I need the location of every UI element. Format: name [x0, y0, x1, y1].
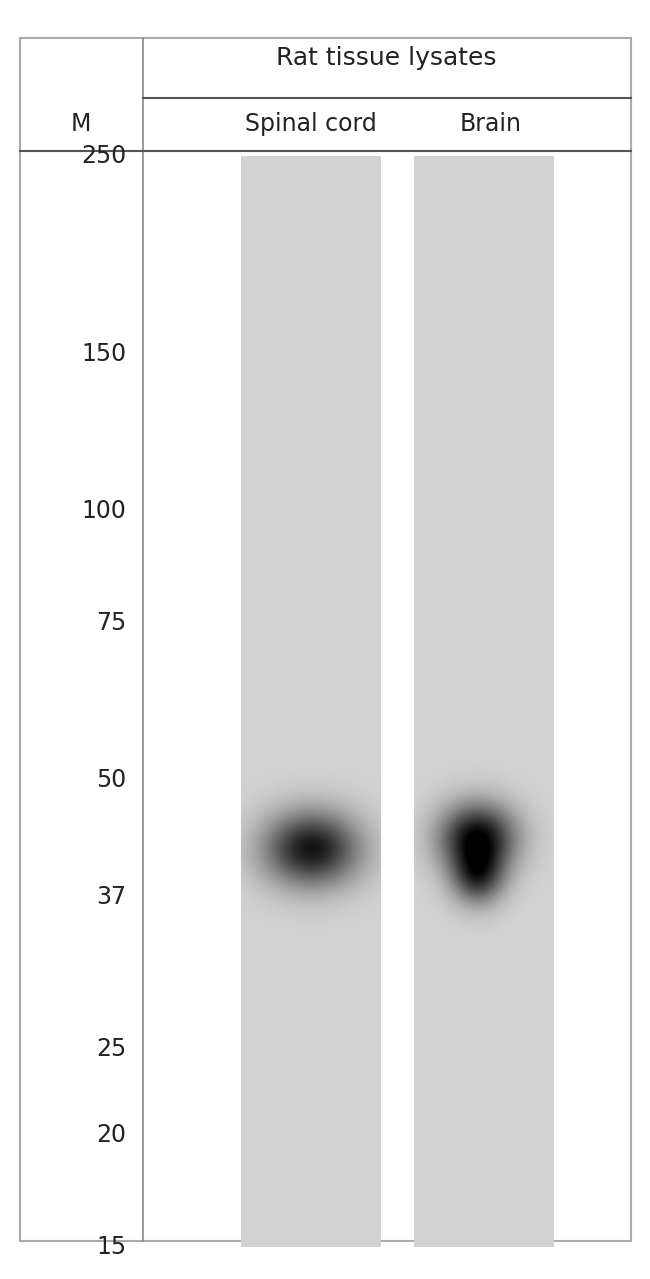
- Text: M: M: [71, 113, 92, 136]
- Text: 100: 100: [82, 499, 127, 523]
- Text: 20: 20: [97, 1123, 127, 1147]
- Text: 50: 50: [96, 769, 127, 792]
- Text: Rat tissue lysates: Rat tissue lysates: [276, 46, 497, 69]
- Bar: [240, 156, 381, 1247]
- Text: 150: 150: [82, 341, 127, 366]
- Text: Spinal cord: Spinal cord: [245, 113, 376, 136]
- Text: Brain: Brain: [460, 113, 522, 136]
- Text: 37: 37: [97, 885, 127, 909]
- Text: 75: 75: [96, 611, 127, 634]
- Text: 25: 25: [96, 1037, 127, 1062]
- Text: 250: 250: [81, 145, 127, 168]
- Bar: [415, 156, 554, 1247]
- Text: 15: 15: [97, 1236, 127, 1259]
